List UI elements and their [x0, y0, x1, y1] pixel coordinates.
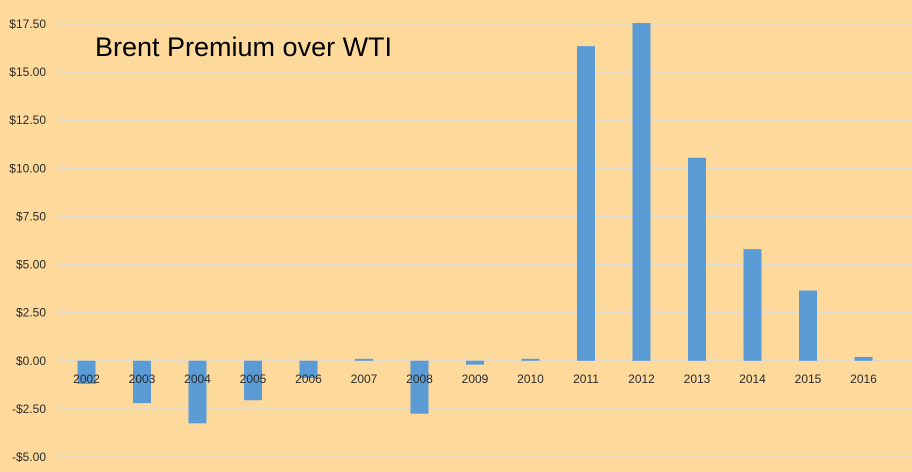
- y-tick-label: $7.50: [16, 209, 46, 223]
- x-axis-tick-labels: 2002 2003 2004 2005 2006 2007 2008 2009 2010 2011…: [73, 372, 877, 386]
- bar-2014: [743, 249, 762, 361]
- bar-2011: [577, 46, 595, 361]
- chart-title: Brent Premium over WTI: [95, 32, 392, 62]
- bar-2002: [77, 360, 96, 384]
- bar-2004: [188, 360, 207, 424]
- x-tick-label: 2006: [295, 372, 322, 386]
- bar-2007: [355, 358, 373, 361]
- bar-2005: [244, 360, 262, 401]
- x-tick-label: 2002: [73, 372, 100, 386]
- bar-2016: [854, 356, 873, 361]
- x-tick-label: 2008: [406, 372, 433, 386]
- bars: [77, 23, 873, 424]
- y-tick-label: $0.00: [16, 354, 46, 368]
- bar-2008: [410, 360, 429, 414]
- x-tick-label: 2013: [684, 372, 711, 386]
- x-tick-label: 2009: [462, 372, 489, 386]
- bar-2003: [133, 360, 151, 404]
- bar-2015: [799, 290, 817, 361]
- bar-2006: [299, 360, 318, 379]
- x-tick-label: 2015: [795, 372, 822, 386]
- y-tick-label: $5.00: [16, 258, 46, 272]
- y-tick-label: $15.00: [9, 65, 46, 79]
- x-tick-label: 2007: [351, 372, 378, 386]
- y-tick-label: $12.50: [9, 113, 46, 127]
- x-tick-label: 2004: [184, 372, 211, 386]
- x-tick-label: 2010: [517, 372, 544, 386]
- y-axis-tick-labels: -$5.00 -$2.50 $0.00 $2.50 $5.00 $7.50 $10.00 $1…: [9, 17, 46, 464]
- gridlines: [58, 23, 912, 458]
- y-tick-label: $17.50: [9, 17, 46, 31]
- y-tick-label: $2.50: [16, 306, 46, 320]
- x-tick-label: 2016: [850, 372, 877, 386]
- bar-2012: [632, 23, 651, 361]
- y-tick-label: -$2.50: [12, 402, 46, 416]
- bar-2010: [521, 358, 540, 361]
- x-tick-label: 2012: [628, 372, 655, 386]
- x-tick-label: 2011: [573, 372, 599, 386]
- bar-2009: [466, 360, 484, 365]
- x-tick-label: 2005: [240, 372, 267, 386]
- x-tick-label: 2003: [129, 372, 156, 386]
- y-tick-label: $10.00: [9, 161, 46, 175]
- x-tick-label: 2014: [739, 372, 766, 386]
- bar-2013: [688, 157, 706, 361]
- y-tick-label: -$5.00: [12, 450, 46, 464]
